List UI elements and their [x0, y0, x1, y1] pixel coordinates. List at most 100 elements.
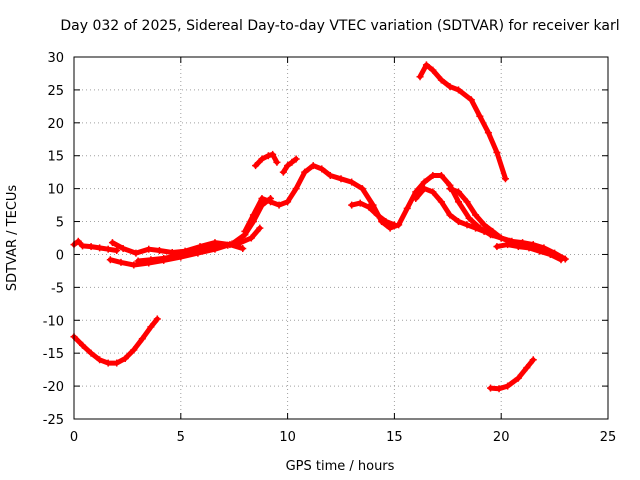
- data-point: [264, 152, 272, 160]
- x-tick-label: 15: [386, 430, 403, 445]
- data-point: [96, 244, 104, 252]
- data-point: [472, 224, 480, 232]
- data-point: [132, 249, 140, 257]
- y-tick-label: 20: [47, 117, 64, 132]
- y-tick-label: -25: [43, 413, 64, 428]
- data-point: [74, 237, 82, 245]
- data-point: [87, 243, 95, 251]
- data-point: [493, 243, 501, 251]
- data-point: [134, 257, 142, 265]
- data-point: [130, 261, 138, 269]
- data-point: [147, 323, 155, 331]
- y-tick-label: -5: [51, 281, 64, 296]
- data-point: [476, 112, 484, 120]
- data-point: [484, 129, 492, 137]
- data-point: [504, 382, 512, 390]
- data-point: [249, 211, 257, 219]
- data-point: [337, 175, 345, 183]
- data-point: [465, 214, 473, 222]
- data-point: [420, 185, 428, 193]
- data-point: [87, 349, 95, 357]
- data-point: [256, 224, 264, 232]
- data-point: [79, 341, 87, 349]
- chart-title: Day 032 of 2025, Sidereal Day-to-day VTE…: [60, 18, 619, 34]
- data-point: [412, 195, 420, 203]
- y-tick-label: 30: [47, 51, 64, 66]
- data-point: [446, 211, 454, 219]
- data-point: [224, 241, 232, 249]
- data-point: [467, 96, 475, 104]
- data-point: [117, 258, 125, 266]
- y-tick-label: 25: [47, 84, 64, 99]
- data-point: [429, 66, 437, 74]
- data-point: [454, 198, 462, 206]
- data-point: [412, 188, 420, 196]
- data-point: [241, 227, 249, 235]
- data-point: [104, 359, 112, 367]
- data-point: [514, 243, 522, 251]
- data-point: [113, 247, 121, 255]
- data-point: [365, 203, 373, 211]
- data-point: [284, 198, 292, 206]
- data-point: [301, 168, 309, 176]
- data-point: [279, 168, 287, 176]
- data-point: [138, 335, 146, 343]
- data-point: [480, 221, 488, 229]
- data-point: [454, 188, 462, 196]
- data-point: [155, 247, 163, 255]
- data-point: [416, 73, 424, 81]
- data-point: [369, 201, 377, 209]
- data-point: [495, 385, 503, 393]
- data-point: [446, 185, 454, 193]
- data-point: [258, 195, 266, 203]
- x-axis-label: GPS time / hours: [286, 459, 395, 474]
- data-point: [237, 239, 245, 247]
- series-trace-arc-6: [280, 156, 299, 175]
- data-point: [239, 245, 247, 253]
- data-point: [130, 346, 138, 354]
- data-point: [403, 204, 411, 212]
- data-point: [463, 221, 471, 229]
- data-point: [422, 61, 430, 69]
- data-point: [382, 218, 390, 226]
- data-point: [119, 245, 127, 253]
- data-point: [463, 198, 471, 206]
- data-point: [173, 252, 181, 260]
- data-point: [446, 83, 454, 91]
- data-point: [437, 76, 445, 84]
- data-point: [145, 245, 153, 253]
- data-point: [358, 185, 366, 193]
- data-point: [147, 256, 155, 264]
- data-point: [420, 178, 428, 186]
- data-point: [497, 234, 505, 242]
- series-trace-arc-12: [417, 62, 508, 182]
- y-tick-label: -10: [43, 314, 64, 329]
- y-tick-label: 0: [56, 248, 64, 263]
- data-point: [247, 234, 255, 242]
- x-tick-label: 5: [177, 430, 185, 445]
- data-point: [525, 244, 533, 252]
- data-point: [504, 241, 512, 249]
- data-point: [501, 175, 509, 183]
- data-point: [267, 198, 275, 206]
- data-point: [160, 254, 168, 262]
- series-trace-arc-13: [71, 316, 160, 366]
- data-point: [373, 211, 381, 219]
- data-point: [557, 256, 565, 264]
- y-tick-label: 5: [56, 216, 64, 231]
- data-point: [185, 248, 193, 256]
- y-tick-label: -20: [43, 380, 64, 395]
- x-tick-label: 20: [493, 430, 510, 445]
- data-point: [437, 198, 445, 206]
- data-point: [198, 245, 206, 253]
- data-point: [153, 315, 161, 323]
- data-point: [429, 171, 437, 179]
- data-point: [429, 188, 437, 196]
- data-point: [79, 242, 87, 250]
- y-axis-label: SDTVAR / TECUs: [5, 185, 20, 292]
- data-point: [487, 384, 495, 392]
- axis-ticks: 0 5 10 15 20 25 -25 -20 -15 -10 -5 0 5 10 15 20 25 30: [43, 51, 617, 445]
- data-point: [390, 221, 398, 229]
- data-point: [273, 158, 281, 166]
- grid: [74, 57, 608, 419]
